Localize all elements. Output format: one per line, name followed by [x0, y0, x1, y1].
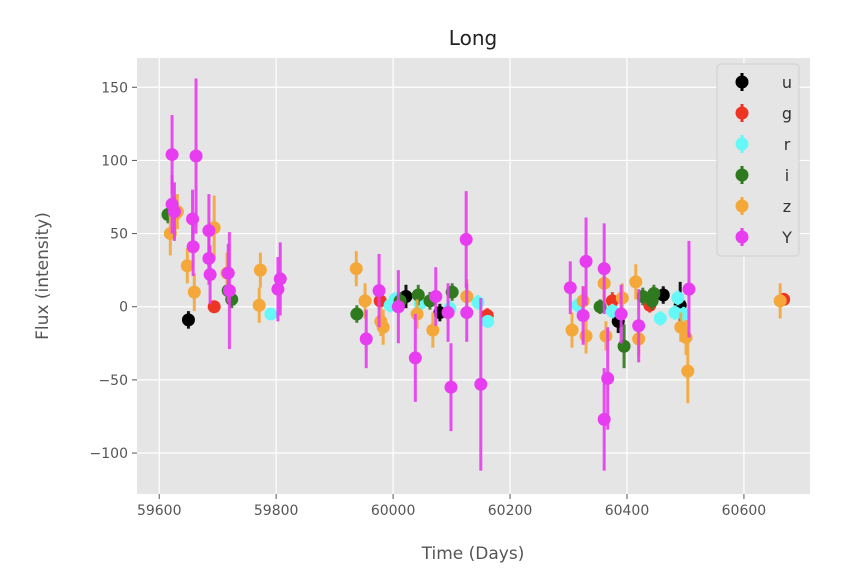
data-point [186, 212, 200, 226]
data-point [202, 224, 216, 238]
data-point [410, 307, 424, 321]
data-point [252, 298, 266, 312]
y-tick-label: 50 [110, 227, 128, 243]
data-point [358, 294, 372, 308]
data-point [601, 371, 615, 385]
legend-label: u [782, 73, 792, 92]
data-point [408, 351, 422, 365]
data-point [474, 377, 488, 391]
data-point [264, 307, 278, 321]
data-point [579, 329, 593, 343]
data-point [460, 306, 474, 320]
legend-marker [735, 106, 749, 120]
x-tick-label: 60200 [488, 503, 533, 519]
data-point [187, 285, 201, 299]
data-point [773, 294, 787, 308]
x-axis-label: Time (Days) [421, 544, 525, 564]
data-points [161, 78, 791, 471]
y-axis-label: Flux (intensity) [33, 212, 53, 340]
legend-entry-r: r [735, 135, 791, 154]
legend-label: Y [781, 228, 792, 247]
data-point [653, 311, 667, 325]
legend-entry-i: i [735, 166, 789, 185]
data-point [647, 287, 661, 301]
legend-label: g [782, 104, 792, 123]
y-tick-label: 0 [119, 300, 128, 316]
legend-marker [735, 230, 749, 244]
data-point [444, 380, 458, 394]
data-point [181, 313, 195, 327]
data-point [349, 262, 363, 276]
data-point [165, 148, 179, 162]
data-point [391, 300, 405, 314]
data-point [481, 314, 495, 328]
x-tick-label: 60000 [371, 503, 416, 519]
data-point [565, 323, 579, 337]
data-point [599, 329, 613, 343]
data-point [429, 289, 443, 303]
data-point [605, 294, 619, 308]
y-tick-label: −50 [98, 373, 128, 389]
data-point [222, 284, 236, 298]
tick-labels: 59600 59800 60000 60200 60400 60600 −100 −50 0 50… [90, 80, 767, 519]
plot-background [137, 58, 810, 494]
data-point [411, 288, 425, 302]
data-point [180, 259, 194, 273]
legend-label: z [783, 197, 791, 216]
data-point [253, 263, 267, 277]
data-point [426, 323, 440, 337]
data-point [579, 254, 593, 268]
legend-label: i [785, 166, 789, 185]
data-point [682, 282, 696, 296]
data-point [632, 319, 646, 333]
chart-title: Long [449, 26, 497, 50]
legend-entry-g: g [735, 104, 792, 123]
series-Y [165, 78, 696, 471]
data-point [471, 295, 485, 309]
x-tick-label: 60400 [605, 503, 650, 519]
legend-marker [735, 75, 749, 89]
legend-marker [735, 137, 749, 151]
data-point [617, 339, 631, 353]
y-tick-label: 100 [101, 153, 128, 169]
legend-label: r [784, 135, 791, 154]
data-point [597, 262, 611, 276]
data-point [202, 251, 216, 265]
data-point [359, 332, 373, 346]
data-point [350, 307, 364, 321]
data-point [372, 284, 386, 298]
data-point [167, 205, 181, 219]
data-point [271, 282, 285, 296]
legend-marker [735, 199, 749, 213]
data-point [614, 307, 628, 321]
x-tick-label: 60600 [722, 503, 767, 519]
data-point [629, 275, 643, 289]
legend-entry-Y: Y [735, 228, 792, 247]
data-point [441, 306, 455, 320]
data-point [576, 309, 590, 323]
data-point [671, 291, 685, 305]
y-tick-label: 150 [101, 80, 128, 96]
x-tick-label: 59600 [137, 503, 182, 519]
x-tick-label: 59800 [254, 503, 299, 519]
data-point [563, 281, 577, 295]
y-tick-label: −100 [90, 446, 128, 462]
data-point [681, 364, 695, 378]
legend-entry-u: u [735, 73, 792, 92]
legend-entry-z: z [735, 197, 791, 216]
data-point [674, 320, 688, 334]
data-point [459, 232, 473, 246]
data-point [189, 149, 203, 163]
data-point [679, 330, 693, 344]
legend-marker [735, 168, 749, 182]
